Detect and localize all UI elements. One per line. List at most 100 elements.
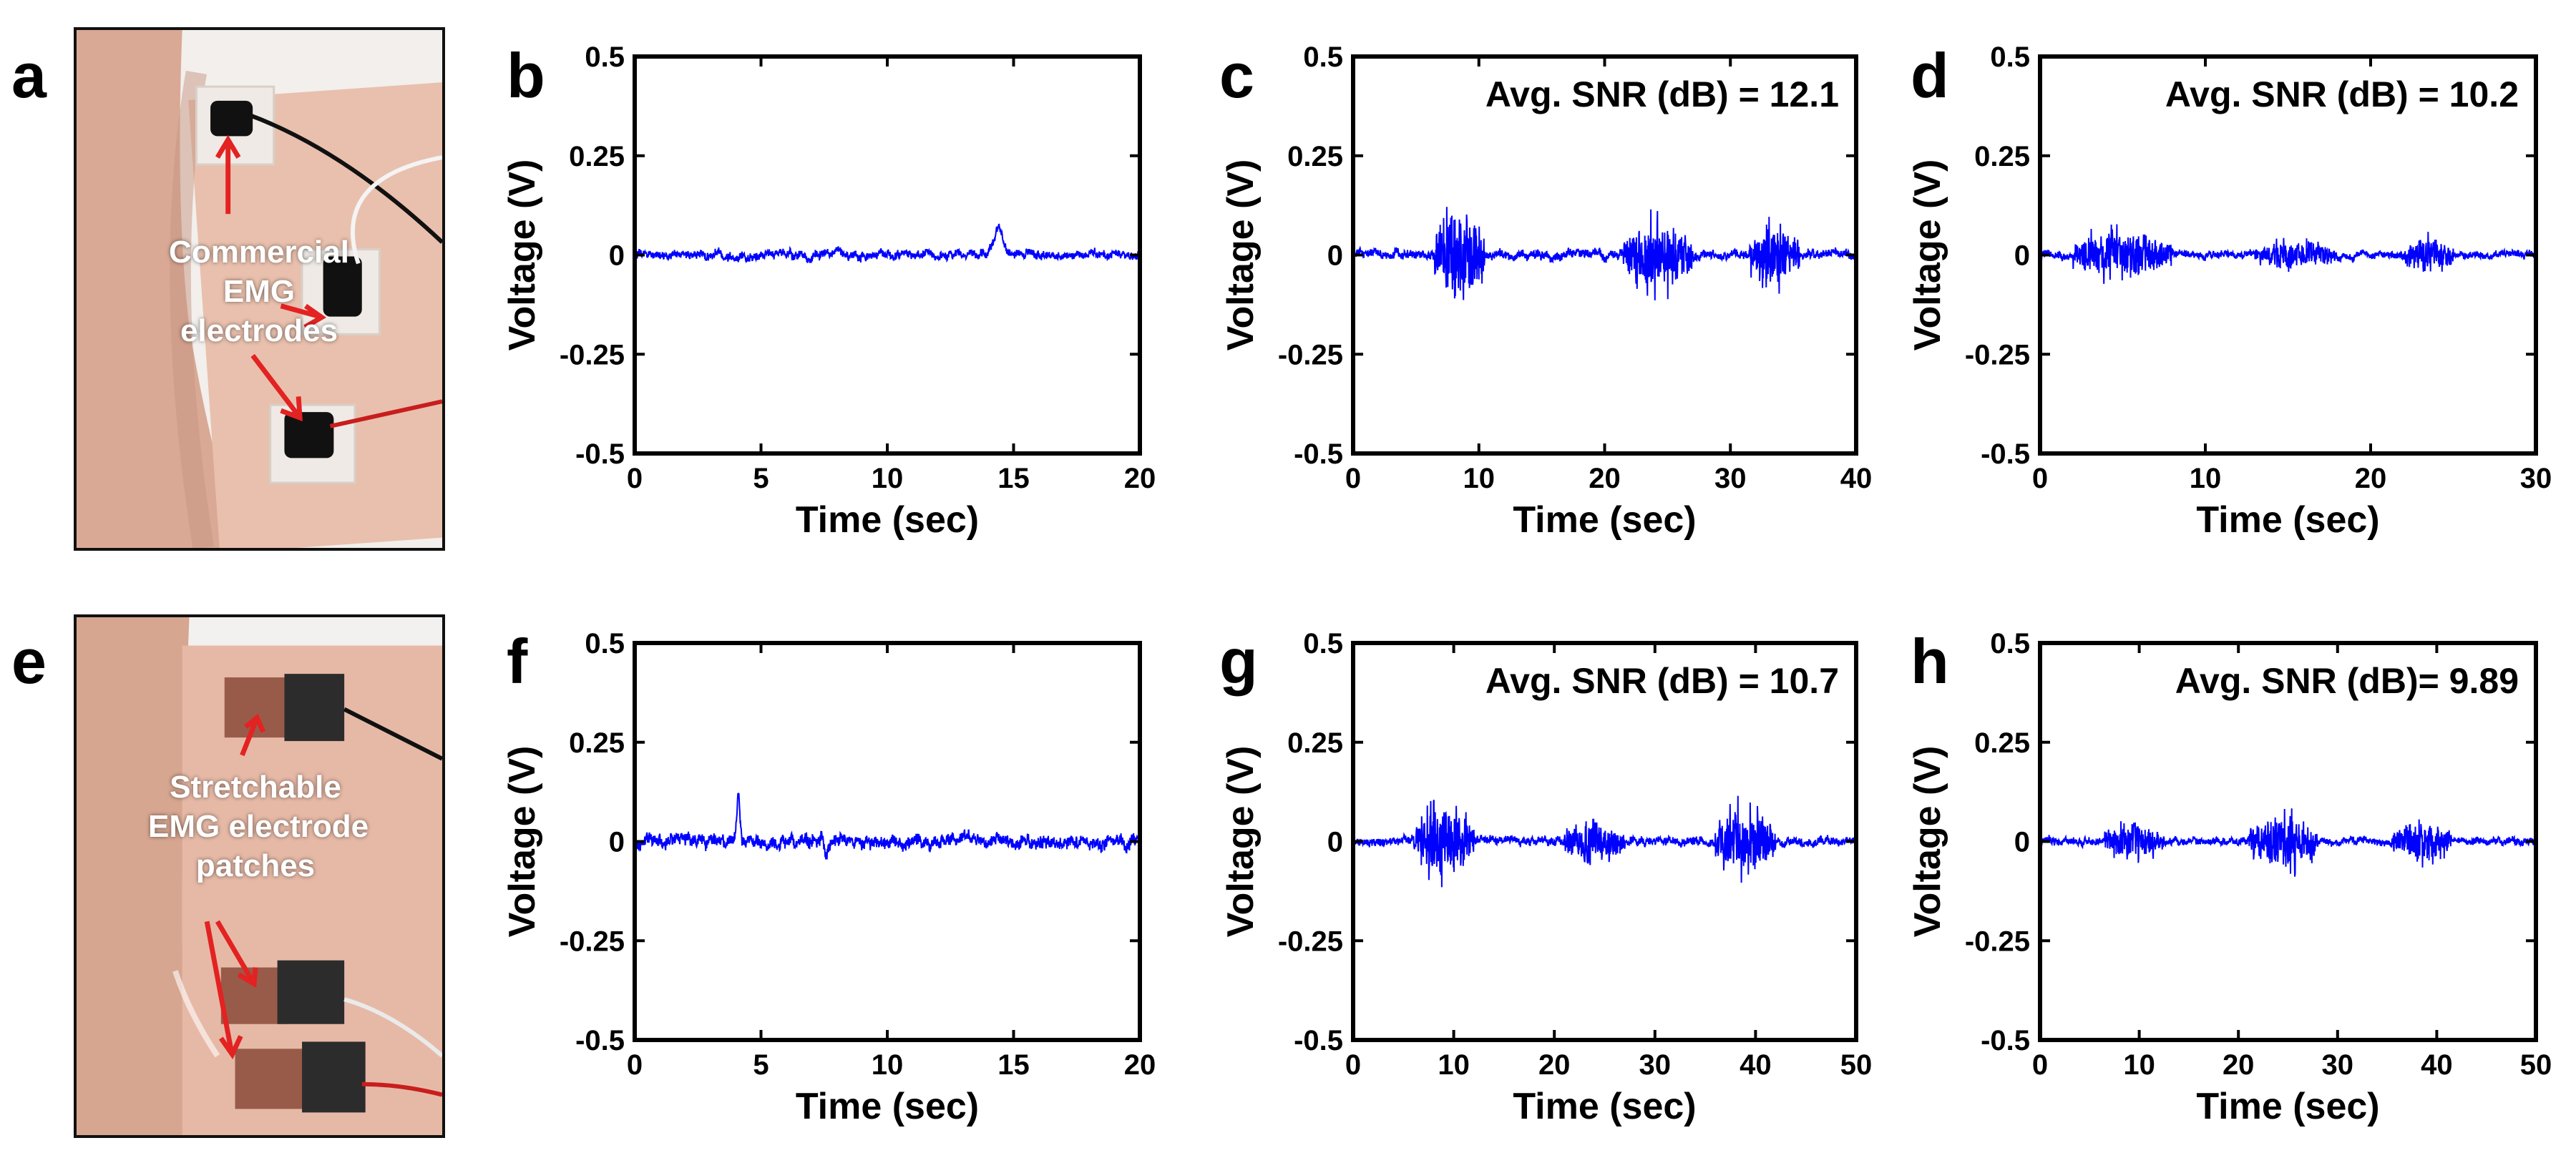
x-tick-label: 15 xyxy=(997,1049,1030,1081)
panel-letter-c: c xyxy=(1219,40,1254,111)
emg-signal-line xyxy=(2039,808,2537,877)
x-tick-label: 0 xyxy=(2032,1049,2048,1081)
emg-signal-line xyxy=(634,792,1141,860)
arm-photo-illustration xyxy=(77,30,442,548)
x-tick-label: 0 xyxy=(1345,1049,1361,1081)
panel-letter-f: f xyxy=(507,626,528,697)
x-axis-label: Time (sec) xyxy=(2196,499,2379,541)
x-axis-label: Time (sec) xyxy=(1513,1086,1696,1127)
photo-a-caption: Commercial EMG electrodes xyxy=(152,232,366,350)
x-tick-label: 30 xyxy=(1714,463,1747,494)
x-tick-label: 5 xyxy=(753,463,769,494)
caption-line: Stretchable xyxy=(170,770,341,805)
x-axis-label: Time (sec) xyxy=(1513,499,1696,541)
snr-annotation: Avg. SNR (dB)= 9.89 xyxy=(2175,661,2519,701)
y-tick-label: 0 xyxy=(2014,240,2030,272)
skin-highlight xyxy=(172,970,220,1058)
snr-annotation: Avg. SNR (dB) = 12.1 xyxy=(1485,74,1839,114)
arrow-to-bottom-electrode xyxy=(250,353,303,422)
panel-letter-g: g xyxy=(1219,626,1258,697)
chart-g: 0 10 20 30 40 50 0.5 0.25 0 -0.25 -0.5 Time (sec) Vo… xyxy=(1220,628,1872,1127)
y-tick-label: -0.25 xyxy=(1278,926,1343,957)
x-tick-label: 30 xyxy=(2322,1049,2354,1081)
y-axis-label: Voltage (V) xyxy=(1220,160,1262,351)
caption-line: electrodes xyxy=(180,313,338,348)
x-tick-label: 20 xyxy=(1124,463,1156,494)
arrow-to-top-electrode xyxy=(215,134,241,215)
snr-annotation: Avg. SNR (dB) = 10.7 xyxy=(1485,661,1839,701)
y-tick-label: -0.5 xyxy=(1981,438,2030,470)
x-tick-label: 30 xyxy=(1639,1049,1672,1081)
y-tick-label: 0 xyxy=(2014,827,2030,858)
y-tick-label: 0.25 xyxy=(1287,727,1343,759)
electrode-clip-3 xyxy=(284,412,334,458)
x-tick-label: 10 xyxy=(2190,463,2222,494)
y-tick-label: 0.25 xyxy=(569,727,625,759)
arrow-to-bottom-patch xyxy=(204,921,243,1060)
y-tick-label: -0.25 xyxy=(1965,339,2030,371)
y-tick-label: 0.5 xyxy=(1990,41,2030,73)
panel-letter-e: e xyxy=(11,626,47,697)
photo-e-caption: Stretchable EMG electrode patches xyxy=(148,767,369,885)
x-tick-label: 20 xyxy=(2223,1049,2255,1081)
y-axis-label: Voltage (V) xyxy=(1907,746,1948,938)
x-tick-label: 20 xyxy=(1124,1049,1156,1081)
x-axis-label: Time (sec) xyxy=(796,499,979,541)
emg-signal-line xyxy=(634,223,1141,264)
y-axis-label: Voltage (V) xyxy=(502,160,543,351)
y-tick-label: -0.25 xyxy=(1278,339,1343,371)
caption-line: EMG electrode xyxy=(148,809,369,844)
x-tick-label: 15 xyxy=(997,463,1030,494)
caption-line: patches xyxy=(195,848,316,883)
x-tick-label: 40 xyxy=(1840,463,1873,494)
y-tick-label: 0.25 xyxy=(569,141,625,172)
chart-h: 0 10 20 30 40 50 0.5 0.25 0 -0.25 -0.5 Time (sec) Vo… xyxy=(1907,628,2552,1127)
y-axis-label: Voltage (V) xyxy=(502,746,543,938)
x-tick-label: 10 xyxy=(872,463,904,494)
x-tick-label: 50 xyxy=(1840,1049,1873,1081)
y-tick-label: -0.5 xyxy=(575,1025,625,1056)
y-tick-label: 0.5 xyxy=(585,41,625,73)
arm-skin xyxy=(77,617,193,1135)
connector-2 xyxy=(277,960,345,1024)
chart-b: 0 5 10 15 20 0.5 0.25 0 -0.25 -0.5 Time (sec) Volta… xyxy=(502,41,1156,541)
x-tick-label: 30 xyxy=(2520,463,2552,494)
stretchable-patches-photo: Stretchable EMG electrode patches xyxy=(74,614,445,1138)
y-tick-label: -0.5 xyxy=(1294,1025,1343,1056)
x-tick-label: 10 xyxy=(2123,1049,2155,1081)
y-axis-label: Voltage (V) xyxy=(1220,746,1262,938)
electrode-clip-1 xyxy=(210,100,253,137)
emg-signal-line xyxy=(2039,224,2537,284)
panel-letter-d: d xyxy=(1911,40,1949,111)
y-tick-label: -0.25 xyxy=(560,339,625,371)
x-tick-label: 20 xyxy=(1589,463,1621,494)
panel-letter-a: a xyxy=(11,40,47,111)
y-tick-label: -0.25 xyxy=(1965,926,2030,957)
emg-signal-line xyxy=(1352,207,1857,300)
y-tick-label: 0.5 xyxy=(1303,41,1343,73)
white-wire xyxy=(343,997,442,1058)
x-tick-label: 10 xyxy=(872,1049,904,1081)
arm-photo-illustration xyxy=(77,617,442,1135)
chart-f: 0 5 10 15 20 0.5 0.25 0 -0.25 -0.5 Time (sec) Volta… xyxy=(502,628,1156,1127)
commercial-electrodes-photo: Commercial EMG electrodes xyxy=(74,27,445,551)
arrow-to-middle-electrode xyxy=(280,303,327,330)
black-wire-1 xyxy=(248,112,442,244)
connector-3 xyxy=(302,1041,366,1113)
y-tick-label: 0.5 xyxy=(1990,628,2030,659)
x-tick-label: 40 xyxy=(1740,1049,1772,1081)
black-wire xyxy=(343,707,442,761)
red-wire xyxy=(361,1081,442,1097)
y-tick-label: 0.25 xyxy=(1974,727,2030,759)
snr-annotation: Avg. SNR (dB) = 10.2 xyxy=(2165,74,2519,114)
emg-signal-line xyxy=(1352,795,1857,888)
panel-letter-b: b xyxy=(507,40,545,111)
y-tick-label: 0 xyxy=(609,827,625,858)
caption-line: Commercial xyxy=(169,235,349,270)
y-tick-label: -0.5 xyxy=(1981,1025,2030,1056)
x-tick-label: 0 xyxy=(627,1049,643,1081)
y-tick-label: -0.25 xyxy=(560,926,625,957)
arm-skin xyxy=(77,30,243,548)
x-tick-label: 0 xyxy=(627,463,643,494)
